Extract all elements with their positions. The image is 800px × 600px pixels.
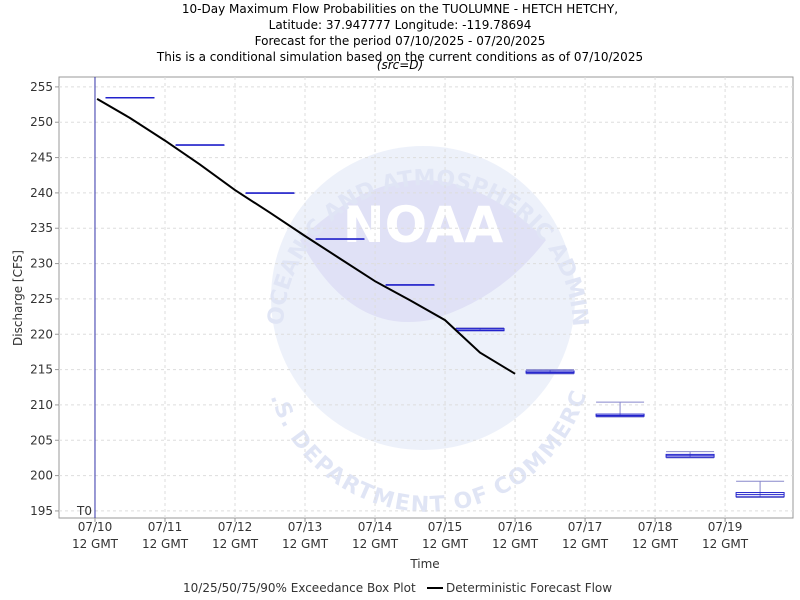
y-tick-label: 215 xyxy=(30,363,53,377)
x-tick-label: 07/19 12 GMT xyxy=(702,520,749,551)
x-tick-time: 12 GMT xyxy=(352,537,399,551)
legend-label: Deterministic Forecast Flow xyxy=(446,581,612,595)
x-tick-date: 07/17 xyxy=(568,520,603,534)
x-tick-label: 07/18 12 GMT xyxy=(632,520,679,551)
legend-label: 10/25/50/75/90% Exceedance Box Plot xyxy=(183,581,416,595)
chart-title: This is a conditional simulation based o… xyxy=(156,50,643,64)
y-tick-label: 220 xyxy=(30,327,53,341)
x-tick-label: 07/10 12 GMT xyxy=(72,520,119,551)
x-tick-date: 07/12 xyxy=(218,520,253,534)
x-tick-time: 12 GMT xyxy=(702,537,749,551)
y-axis-label: Discharge [CFS] xyxy=(11,250,25,346)
t0-label: T0 xyxy=(76,504,92,518)
forecast-line xyxy=(96,98,516,375)
x-tick-time: 12 GMT xyxy=(72,537,119,551)
x-tick-time: 12 GMT xyxy=(142,537,189,551)
y-tick-label: 250 xyxy=(30,115,53,129)
x-tick-label: 07/13 12 GMT xyxy=(282,520,329,551)
x-tick-label: 07/14 12 GMT xyxy=(352,520,399,551)
y-tick-label: 225 xyxy=(30,292,53,306)
x-tick-date: 07/10 xyxy=(78,520,113,534)
x-tick-time: 12 GMT xyxy=(632,537,679,551)
y-tick-label: 255 xyxy=(30,80,53,94)
x-tick-date: 07/13 xyxy=(288,520,323,534)
x-tick-date: 07/15 xyxy=(428,520,463,534)
x-tick-time: 12 GMT xyxy=(282,537,329,551)
watermark-center: NOAA xyxy=(343,196,504,254)
x-tick-label: 07/17 12 GMT xyxy=(562,520,609,551)
x-tick-date: 07/14 xyxy=(358,520,393,534)
x-tick-label: 07/12 12 GMT xyxy=(212,520,259,551)
watermark-gull xyxy=(300,180,546,323)
y-tick-label: 240 xyxy=(30,186,53,200)
x-tick-time: 12 GMT xyxy=(562,537,609,551)
x-tick-date: 07/18 xyxy=(638,520,673,534)
x-tick-label: 07/15 12 GMT xyxy=(422,520,469,551)
chart-subtitle: (src=D) xyxy=(377,58,423,72)
x-tick-time: 12 GMT xyxy=(422,537,469,551)
x-tick-date: 07/11 xyxy=(148,520,183,534)
x-tick-date: 07/19 xyxy=(708,520,743,534)
y-tick-label: 245 xyxy=(30,151,53,165)
y-tick-label: 205 xyxy=(30,433,53,447)
y-tick-label: 210 xyxy=(30,398,53,412)
x-axis-label: Time xyxy=(409,557,439,571)
x-tick-date: 07/16 xyxy=(498,520,533,534)
x-tick-label: 07/16 12 GMT xyxy=(492,520,539,551)
y-tick-label: 195 xyxy=(30,504,53,518)
x-tick-time: 12 GMT xyxy=(492,537,539,551)
y-tick-label: 200 xyxy=(30,469,53,483)
x-tick-time: 12 GMT xyxy=(212,537,259,551)
x-tick-label: 07/11 12 GMT xyxy=(142,520,189,551)
chart-title: Latitude: 37.947777 Longitude: -119.7869… xyxy=(269,18,532,32)
chart-title: 10-Day Maximum Flow Probabilities on the… xyxy=(182,2,618,16)
y-tick-label: 230 xyxy=(30,257,53,271)
y-tick-label: 235 xyxy=(30,221,53,235)
chart-title: Forecast for the period 07/10/2025 - 07/… xyxy=(255,34,546,48)
